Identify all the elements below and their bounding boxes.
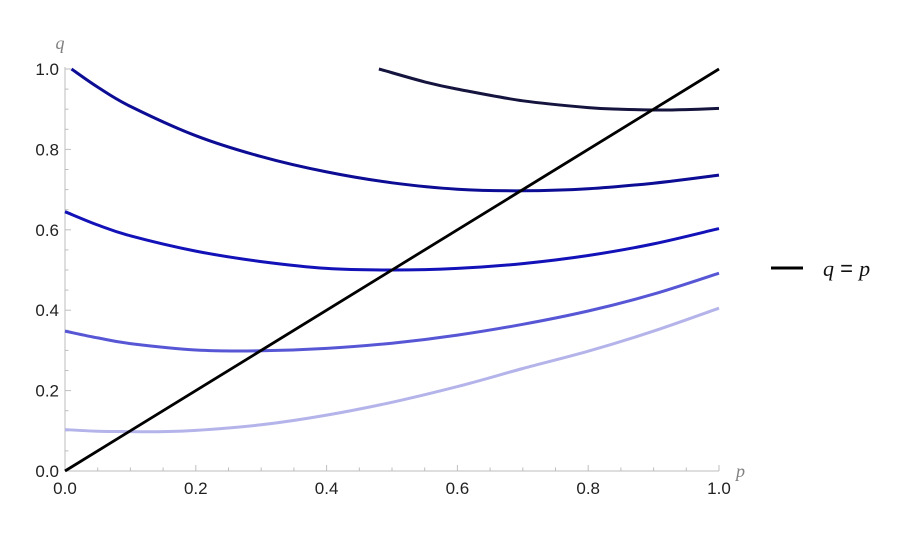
legend: q = p: [771, 256, 870, 281]
legend-label: q = p: [823, 256, 870, 281]
x-tick-label: 0.4: [315, 479, 339, 498]
x-tick-label: 1.0: [707, 479, 731, 498]
y-tick-label: 0.4: [35, 301, 59, 320]
y-tick-label: 0.0: [35, 462, 59, 481]
y-tick-label: 0.2: [35, 382, 59, 401]
x-tick-label: 0.2: [184, 479, 208, 498]
y-ticks: 0.0 0.2 0.4 0.6 0.8 1.0: [35, 60, 71, 481]
x-ticks: 0.0 0.2 0.4 0.6 0.8 1.0: [53, 465, 731, 498]
x-axis-label: p: [734, 461, 745, 481]
legend-label-p: p: [857, 256, 870, 281]
diagonal-line-q-equals-p: [64, 67, 720, 473]
x-tick-label: 0.0: [53, 479, 77, 498]
x-tick-label: 0.6: [446, 479, 470, 498]
y-tick-label: 0.8: [35, 140, 59, 159]
y-tick-label: 1.0: [35, 60, 59, 79]
contour-line-3: [64, 210, 720, 272]
contour-line-1: [64, 306, 720, 434]
y-axis-label: q: [56, 33, 65, 53]
y-tick-label: 0.6: [35, 221, 59, 240]
contour-line-5: [378, 67, 720, 112]
x-tick-label: 0.8: [576, 479, 600, 498]
series-group: [64, 67, 720, 473]
contour-line-4: [70, 67, 720, 193]
axes: 0.0 0.2 0.4 0.6 0.8 1.0 0.00.20.40.60.81.0 p …: [35, 33, 745, 498]
legend-label-q: q: [823, 256, 834, 281]
legend-label-eq: =: [834, 256, 859, 281]
contour-line-2: [64, 271, 720, 353]
